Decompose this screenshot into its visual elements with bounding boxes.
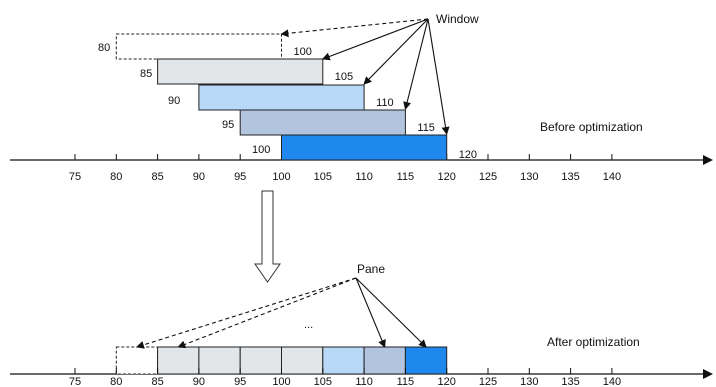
top-axis-tick-label: 110	[355, 171, 373, 183]
bottom-axis-tick-label: 80	[110, 376, 122, 387]
bottom-axis-tick-label: 100	[272, 376, 290, 387]
after-optimization-section: 75 80 85 90 95 100 105 110 115 120 125 130 135 140 Pa…	[10, 262, 713, 387]
pane-arrow	[355, 277, 427, 348]
bottom-axis-tick-label: 120	[438, 376, 456, 387]
pane-cell	[239, 346, 282, 375]
bottom-axis-tick-label: 95	[234, 376, 246, 387]
top-axis-tick-label: 100	[272, 171, 290, 183]
pane-cell	[404, 346, 448, 375]
window-arrow	[427, 18, 450, 135]
top-axis-tick-label: 115	[397, 171, 415, 183]
bottom-axis-tick-label: 140	[603, 376, 621, 387]
top-axis-tick-label: 130	[520, 171, 538, 183]
window-start-label: 85	[140, 68, 152, 80]
bottom-axis-tick-label: 135	[561, 376, 579, 387]
top-axis-tick-label: 120	[438, 171, 456, 183]
window-end-label: 105	[335, 71, 353, 83]
window-arrow	[403, 18, 429, 110]
pane-arrow	[355, 277, 386, 348]
top-axis-arrowhead	[703, 155, 713, 165]
window-arrows	[280, 18, 450, 135]
pane-arrow	[135, 277, 357, 349]
window-start-label: 80	[98, 42, 110, 54]
window-end-label: 100	[294, 46, 312, 58]
pane-arrow	[177, 277, 357, 349]
window-bar	[281, 134, 448, 161]
bottom-axis-tick-label: 130	[520, 376, 538, 387]
window-bar	[157, 58, 324, 85]
bottom-axis-tick-label: 85	[151, 376, 163, 387]
top-axis-tick-label: 80	[110, 171, 122, 183]
window-end-label: 120	[459, 149, 477, 161]
bottom-axis-tick-label: 110	[355, 376, 373, 387]
before-optimization-section: 75 80 85 90 95 100 105 110 115 120 125 130 135 140 80…	[10, 12, 713, 183]
top-axis-tick-label: 135	[561, 171, 579, 183]
bottom-axis-tick-label: 105	[314, 376, 332, 387]
pane-ellipsis: ...	[304, 319, 313, 331]
top-axis-tick-label: 75	[69, 171, 81, 183]
window-bar	[115, 33, 282, 60]
top-axis-tick-label: 125	[479, 171, 497, 183]
pane-cell	[198, 346, 241, 375]
window-start-label: 90	[168, 95, 180, 107]
after-optimization-caption: After optimization	[547, 335, 640, 349]
pane-cell	[281, 346, 324, 375]
window-arrow	[321, 18, 429, 61]
pane-cell	[363, 346, 406, 375]
bottom-axis-ticks: 75 80 85 90 95 100 105 110 115 120 125 130 135 140	[69, 368, 621, 387]
window-start-label: 95	[222, 119, 234, 131]
bottom-axis-arrowhead	[703, 369, 713, 379]
bottom-axis-tick-label: 90	[193, 376, 205, 387]
optimization-down-arrow	[254, 190, 281, 283]
window-end-label: 115	[417, 122, 435, 134]
bottom-axis-tick-label: 125	[479, 376, 497, 387]
top-axis-tick-label: 105	[314, 171, 332, 183]
window-arrow	[363, 18, 429, 85]
pane-arrows	[135, 277, 427, 349]
top-axis-tick-label: 140	[603, 171, 621, 183]
bottom-axis-tick-label: 115	[397, 376, 415, 387]
window-bar	[239, 109, 406, 136]
bottom-axis-tick-label: 75	[69, 376, 81, 387]
pane-bar	[115, 346, 448, 375]
pane-label: Pane	[357, 262, 385, 276]
pane-cell	[157, 346, 200, 375]
top-axis-tick-label: 95	[234, 171, 246, 183]
window-label: Window	[436, 12, 479, 26]
window-start-label: 100	[252, 144, 270, 156]
pane-cell	[322, 346, 365, 375]
window-end-label: 110	[376, 97, 394, 109]
window-bar	[198, 84, 365, 111]
window-bars: 80 100 85 105 90 110 95 115 100 120	[98, 33, 477, 161]
pane-cell	[115, 346, 159, 375]
before-optimization-caption: Before optimization	[540, 120, 643, 134]
window-arrow	[280, 18, 429, 38]
top-axis-tick-label: 85	[151, 171, 163, 183]
top-axis-tick-label: 90	[193, 171, 205, 183]
